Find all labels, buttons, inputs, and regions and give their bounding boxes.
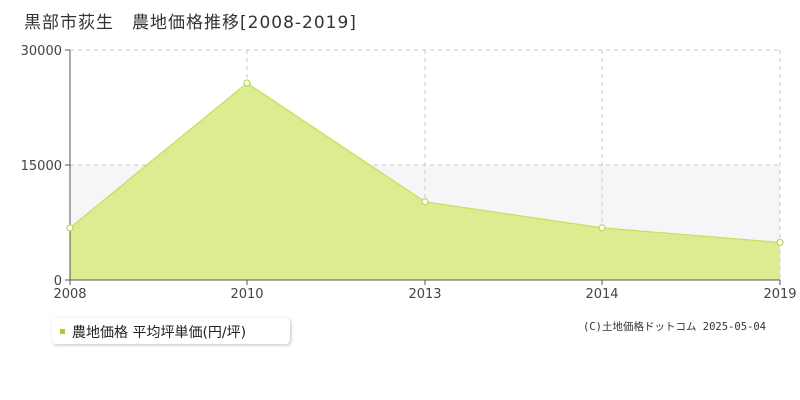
legend-swatch [60,329,65,334]
data-point [776,238,784,247]
y-tick-label: 30000 [21,44,62,59]
x-tick-label: 2019 [763,287,796,302]
y-tick-label: 0 [54,274,62,289]
x-tick-label: 2010 [230,287,263,302]
x-tick-label: 2014 [585,287,618,302]
x-tick-label: 2008 [53,287,86,302]
legend-label: 農地価格 平均坪単価(円/坪) [72,325,247,341]
data-point [66,224,74,232]
data-point [598,224,606,232]
y-tick-label: 15000 [21,159,62,174]
data-point [243,79,251,87]
x-tick-label: 2013 [408,287,441,302]
chart-title: 黒部市荻生 農地価格推移[2008-2019] [24,13,357,33]
legend: 農地価格 平均坪単価(円/坪) [52,318,290,344]
data-point [421,198,429,206]
copyright: (C)土地価格ドットコム 2025-05-04 [582,321,766,333]
